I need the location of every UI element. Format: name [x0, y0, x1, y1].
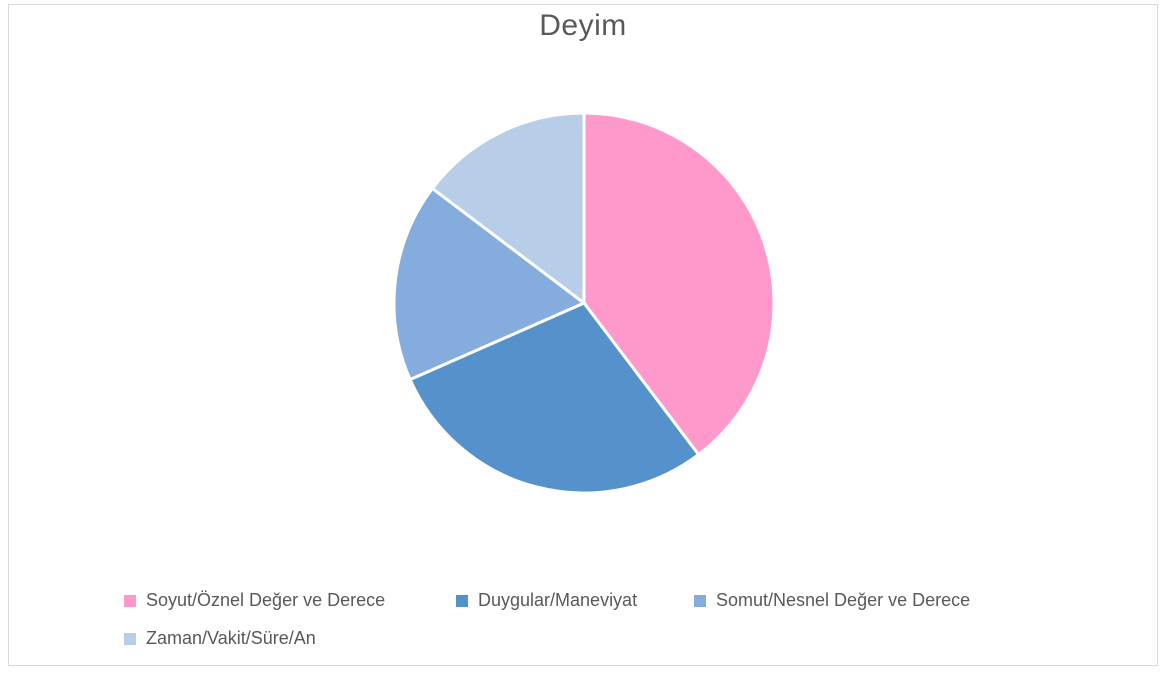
legend-label-soyut: Soyut/Öznel Değer ve Derece	[146, 590, 386, 610]
legend-label-zaman: Zaman/Vakit/Süre/An	[146, 628, 316, 648]
legend-item-soyut: Soyut/Öznel Değer ve Derece	[124, 590, 385, 611]
chart-title: Deyim	[539, 9, 627, 42]
pie-slice-somut	[392, 186, 587, 382]
pie-chart	[392, 111, 776, 495]
legend-item-somut: Somut/Nesnel Değer ve Derece	[694, 590, 970, 611]
pie-slice-zaman	[430, 111, 586, 307]
legend-label-duygular: Duygular/Maneviyat	[478, 590, 638, 610]
pie-slice-duygular	[408, 301, 701, 495]
chart-area: Deyim Soyut/Öznel Değer ve Derece Duygul…	[8, 4, 1158, 666]
legend-item-zaman: Zaman/Vakit/Süre/An	[124, 628, 316, 649]
legend-swatch-zaman	[124, 632, 136, 645]
legend-swatch-duygular	[456, 594, 468, 607]
legend-label-somut: Somut/Nesnel Değer ve Derece	[716, 590, 971, 610]
pie-slice-soyut	[582, 111, 776, 457]
legend-item-duygular: Duygular/Maneviyat	[456, 590, 637, 611]
legend-swatch-soyut	[124, 594, 136, 607]
legend-swatch-somut	[694, 594, 706, 607]
